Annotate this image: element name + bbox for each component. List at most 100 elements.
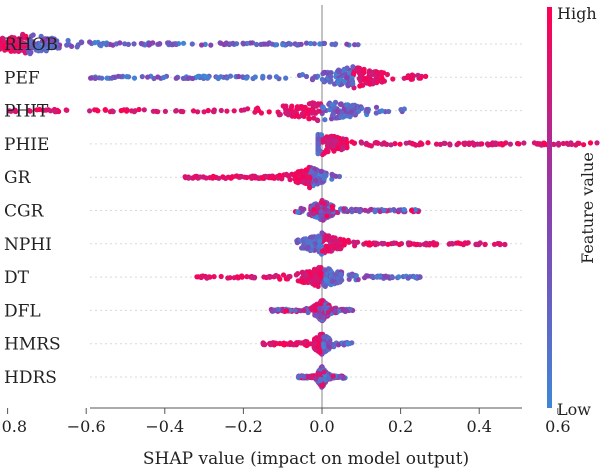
shap-point	[69, 43, 75, 50]
shap-point	[212, 174, 218, 180]
shap-point	[0, 46, 3, 52]
shap-point	[311, 115, 317, 121]
shap-point	[367, 81, 373, 87]
shap-point	[594, 140, 600, 146]
shap-point	[353, 240, 359, 246]
shap-point	[323, 276, 329, 282]
shap-point	[401, 207, 407, 213]
shap-point	[322, 267, 328, 273]
shap-point	[316, 305, 323, 311]
shap-point	[26, 107, 32, 114]
shap-point	[43, 107, 49, 113]
shap-point	[372, 208, 378, 214]
shap-point	[531, 140, 538, 146]
shap-point	[33, 44, 39, 50]
x-tick-label: −0.2	[224, 417, 263, 436]
shap-point	[345, 237, 351, 243]
shap-point	[375, 241, 381, 247]
shap-point	[303, 272, 309, 278]
shap-point	[298, 104, 304, 110]
shap-point	[377, 208, 383, 215]
shap-point	[329, 278, 335, 284]
colorbar-title: Feature value	[578, 152, 597, 264]
shap-point	[322, 283, 328, 289]
shap-point	[30, 32, 36, 38]
shap-point	[332, 138, 339, 144]
shap-point	[329, 204, 335, 210]
x-tick-label: −0.8	[0, 417, 27, 436]
shap-point	[110, 109, 116, 115]
shap-point	[287, 106, 294, 113]
shap-point	[355, 207, 361, 213]
shap-point	[250, 173, 256, 179]
shap-point	[462, 141, 468, 147]
shap-point	[551, 141, 557, 147]
shap-point	[337, 135, 343, 141]
shap-point	[305, 341, 311, 347]
shap-point	[320, 105, 326, 111]
shap-point	[193, 173, 199, 179]
shap-point	[326, 339, 333, 345]
shap-point	[311, 207, 317, 213]
shap-point	[339, 110, 345, 116]
shap-point	[361, 68, 367, 74]
shap-point	[581, 142, 587, 148]
shap-point	[341, 78, 347, 84]
shap-point	[138, 40, 144, 47]
shap-point	[465, 240, 471, 246]
shap-point	[396, 274, 402, 280]
shap-point	[337, 236, 343, 242]
shap-point	[351, 140, 357, 146]
shap-point	[313, 110, 319, 116]
shap-point	[5, 44, 11, 50]
shap-point	[482, 241, 488, 248]
shap-point	[166, 40, 172, 46]
shap-point	[307, 279, 313, 285]
shap-point	[417, 242, 423, 248]
shap-point	[319, 383, 325, 389]
shap-point	[348, 109, 355, 115]
shap-point	[205, 107, 211, 114]
shap-point	[1, 44, 7, 51]
shap-point	[307, 185, 313, 191]
shap-point	[318, 212, 324, 219]
shap-point	[541, 140, 547, 146]
shap-point	[288, 41, 294, 47]
shap-point	[240, 74, 246, 80]
shap-point	[141, 107, 147, 113]
shap-point	[330, 142, 336, 148]
shap-point	[65, 37, 71, 44]
shap-point	[437, 141, 443, 147]
shap-point	[306, 116, 313, 122]
shap-point	[139, 74, 145, 80]
shap-point	[329, 244, 335, 250]
shap-point	[297, 169, 303, 175]
shap-point	[573, 142, 579, 148]
shap-point	[281, 342, 287, 348]
x-tick-label: 0.2	[388, 417, 413, 436]
shap-point	[487, 141, 493, 148]
shap-point	[195, 109, 201, 115]
shap-point	[535, 141, 542, 147]
shap-point	[315, 283, 321, 289]
shap-point	[318, 209, 324, 215]
shap-point	[136, 106, 142, 113]
shap-point	[303, 73, 310, 80]
shap-point	[294, 340, 300, 346]
shap-point	[328, 116, 335, 122]
shap-point	[280, 272, 287, 278]
shap-point	[368, 241, 374, 247]
shap-point	[330, 111, 336, 117]
shap-point	[381, 207, 387, 213]
shap-point	[236, 73, 242, 80]
shap-point	[335, 80, 341, 86]
shap-point	[409, 72, 415, 78]
shap-point	[521, 140, 527, 146]
shap-point	[312, 341, 318, 347]
shap-point	[396, 207, 402, 213]
shap-point	[479, 141, 485, 147]
shap-point	[447, 142, 453, 148]
shap-point	[390, 76, 396, 82]
shap-point	[173, 75, 179, 81]
shap-point	[344, 75, 350, 81]
